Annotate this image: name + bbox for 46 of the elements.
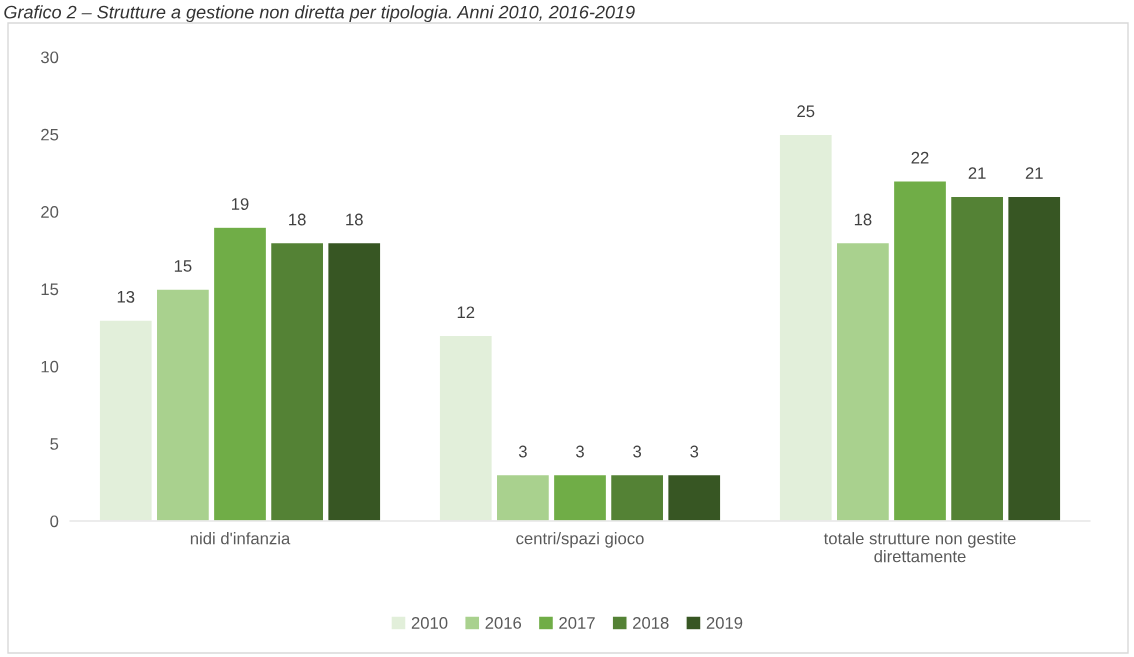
x-tick-label: totale strutture non gestite direttamente [823,532,1016,563]
data-label: 3 [576,445,584,458]
bar [666,473,722,521]
data-label: 13 [117,290,135,303]
bar [949,195,1005,521]
y-tick-label: 20 [41,206,59,218]
bar [212,226,268,521]
data-label: 21 [968,167,986,179]
chart-title: Grafico 2 – Strutture a gestione non diretta per tipologia. Anni 2010, 2016-2019 [4,5,635,23]
data-label: 18 [346,213,363,226]
y-tick-label: 25 [41,128,59,141]
data-label: 15 [174,260,192,272]
data-label: 21 [1025,167,1043,179]
data-label: 25 [797,105,815,118]
bar [1006,195,1062,521]
legend-label: 2016 [485,617,522,629]
legend-label: 2017 [559,617,595,629]
bar [438,334,494,521]
data-label: 3 [518,445,527,458]
bar [155,288,211,521]
legend-label: 2019 [706,617,743,629]
y-tick-label: 10 [41,360,59,373]
legend-label: 2018 [633,617,669,629]
bar [609,473,665,521]
data-label: 19 [232,198,249,210]
y-tick-label: 0 [50,515,59,528]
data-label: 3 [690,445,699,458]
x-tick-label: centri/spazi gioco [516,532,644,548]
data-label: 22 [911,151,929,164]
data-label: 12 [457,306,475,319]
data-label: 18 [854,213,872,226]
bar [552,473,608,521]
legend-label: 2010 [411,617,448,629]
data-label: 3 [633,445,642,458]
bar [98,319,154,521]
y-tick-label: 30 [40,51,59,64]
bar [892,180,948,521]
bar [269,241,325,521]
bar [778,133,834,521]
x-tick-label: nidi d'infanzia [190,532,291,545]
y-tick-label: 15 [41,283,59,296]
bar [326,241,382,521]
bar [835,241,891,521]
y-tick-label: 5 [50,438,59,450]
bar [495,473,551,521]
data-label: 18 [289,213,306,226]
